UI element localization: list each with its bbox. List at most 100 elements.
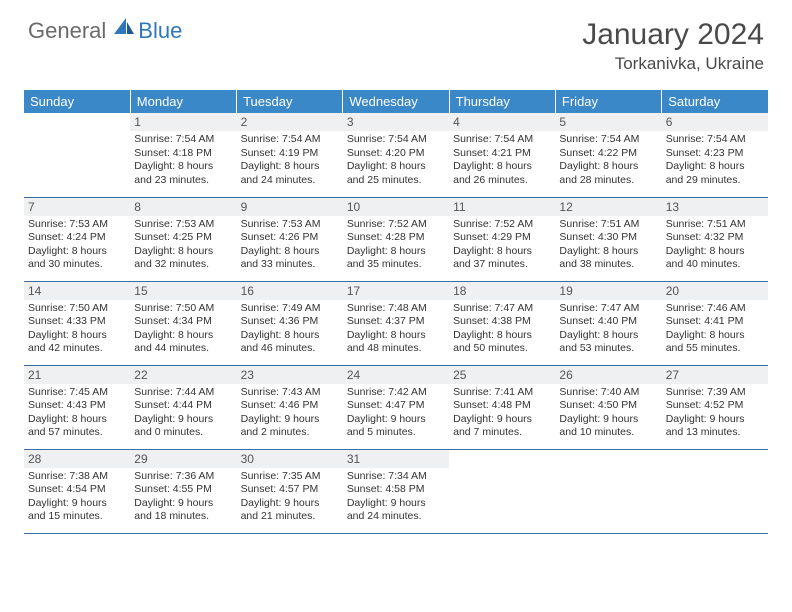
day-line: and 21 minutes. [241,510,339,524]
day-content: Sunrise: 7:52 AMSunset: 4:28 PMDaylight:… [343,216,449,275]
day-line: Daylight: 8 hours [453,245,551,259]
day-line: Daylight: 9 hours [134,497,232,511]
day-line: Daylight: 8 hours [134,329,232,343]
day-line: and 32 minutes. [134,258,232,272]
day-content: Sunrise: 7:49 AMSunset: 4:36 PMDaylight:… [237,300,343,359]
day-line: Daylight: 9 hours [241,413,339,427]
calendar-day-cell: 17Sunrise: 7:48 AMSunset: 4:37 PMDayligh… [343,281,449,365]
day-number: 22 [130,366,236,384]
calendar-day-cell: 21Sunrise: 7:45 AMSunset: 4:43 PMDayligh… [24,365,130,449]
calendar-day-cell [555,449,661,533]
day-line: and 25 minutes. [347,174,445,188]
day-line: Sunrise: 7:54 AM [453,133,551,147]
day-content: Sunrise: 7:34 AMSunset: 4:58 PMDaylight:… [343,468,449,527]
day-content: Sunrise: 7:39 AMSunset: 4:52 PMDaylight:… [662,384,768,443]
day-line: Sunrise: 7:51 AM [666,218,764,232]
day-line: Sunrise: 7:34 AM [347,470,445,484]
day-content: Sunrise: 7:52 AMSunset: 4:29 PMDaylight:… [449,216,555,275]
day-line: Sunrise: 7:53 AM [28,218,126,232]
day-line: Sunrise: 7:49 AM [241,302,339,316]
day-line: Sunset: 4:23 PM [666,147,764,161]
day-line: Sunrise: 7:51 AM [559,218,657,232]
calendar-day-cell [449,449,555,533]
day-line: and 42 minutes. [28,342,126,356]
day-line: Sunset: 4:32 PM [666,231,764,245]
day-number: 7 [24,198,130,216]
day-content: Sunrise: 7:50 AMSunset: 4:33 PMDaylight:… [24,300,130,359]
day-content: Sunrise: 7:42 AMSunset: 4:47 PMDaylight:… [343,384,449,443]
day-line: Daylight: 8 hours [666,160,764,174]
calendar-week-row: 21Sunrise: 7:45 AMSunset: 4:43 PMDayligh… [24,365,768,449]
day-line: Sunrise: 7:42 AM [347,386,445,400]
day-line: and 29 minutes. [666,174,764,188]
calendar-day-cell: 25Sunrise: 7:41 AMSunset: 4:48 PMDayligh… [449,365,555,449]
day-content: Sunrise: 7:44 AMSunset: 4:44 PMDaylight:… [130,384,236,443]
day-line: Sunset: 4:34 PM [134,315,232,329]
day-content: Sunrise: 7:54 AMSunset: 4:19 PMDaylight:… [237,131,343,190]
day-line: Daylight: 8 hours [28,413,126,427]
day-line: Sunrise: 7:46 AM [666,302,764,316]
day-line: Daylight: 9 hours [347,497,445,511]
day-number: 31 [343,450,449,468]
day-line: Sunset: 4:48 PM [453,399,551,413]
day-line: Sunset: 4:50 PM [559,399,657,413]
day-line: and 55 minutes. [666,342,764,356]
day-line: Sunrise: 7:53 AM [241,218,339,232]
day-number: 11 [449,198,555,216]
location: Torkanivka, Ukraine [582,54,764,74]
calendar-day-cell: 11Sunrise: 7:52 AMSunset: 4:29 PMDayligh… [449,197,555,281]
day-content: Sunrise: 7:53 AMSunset: 4:26 PMDaylight:… [237,216,343,275]
day-content: Sunrise: 7:54 AMSunset: 4:21 PMDaylight:… [449,131,555,190]
day-line: Sunrise: 7:40 AM [559,386,657,400]
day-content: Sunrise: 7:53 AMSunset: 4:24 PMDaylight:… [24,216,130,275]
day-line: Daylight: 8 hours [241,245,339,259]
day-content: Sunrise: 7:36 AMSunset: 4:55 PMDaylight:… [130,468,236,527]
day-number: 12 [555,198,661,216]
day-line: Sunset: 4:25 PM [134,231,232,245]
day-line: and 18 minutes. [134,510,232,524]
day-line: Daylight: 8 hours [559,245,657,259]
calendar-day-cell: 23Sunrise: 7:43 AMSunset: 4:46 PMDayligh… [237,365,343,449]
day-line: and 5 minutes. [347,426,445,440]
day-number: 10 [343,198,449,216]
day-line: and 30 minutes. [28,258,126,272]
calendar-day-cell: 26Sunrise: 7:40 AMSunset: 4:50 PMDayligh… [555,365,661,449]
day-line: Sunset: 4:40 PM [559,315,657,329]
day-number: 9 [237,198,343,216]
day-number: 20 [662,282,768,300]
day-number: 15 [130,282,236,300]
day-number: 17 [343,282,449,300]
logo-text-general: General [28,18,106,44]
day-line: Daylight: 9 hours [453,413,551,427]
day-line: and 15 minutes. [28,510,126,524]
day-content: Sunrise: 7:41 AMSunset: 4:48 PMDaylight:… [449,384,555,443]
day-line: Sunrise: 7:54 AM [559,133,657,147]
calendar-week-row: 28Sunrise: 7:38 AMSunset: 4:54 PMDayligh… [24,449,768,533]
day-line: Daylight: 9 hours [347,413,445,427]
day-content: Sunrise: 7:54 AMSunset: 4:23 PMDaylight:… [662,131,768,190]
day-line: Sunrise: 7:35 AM [241,470,339,484]
calendar-day-cell: 24Sunrise: 7:42 AMSunset: 4:47 PMDayligh… [343,365,449,449]
day-line: Sunrise: 7:43 AM [241,386,339,400]
logo: General Blue [28,18,182,44]
day-number: 8 [130,198,236,216]
day-content: Sunrise: 7:46 AMSunset: 4:41 PMDaylight:… [662,300,768,359]
day-number: 3 [343,113,449,131]
day-line: Sunset: 4:36 PM [241,315,339,329]
day-line: Sunrise: 7:50 AM [28,302,126,316]
calendar-body: 1Sunrise: 7:54 AMSunset: 4:18 PMDaylight… [24,113,768,533]
day-line: Sunrise: 7:54 AM [347,133,445,147]
day-number: 13 [662,198,768,216]
day-line: Daylight: 8 hours [347,160,445,174]
day-line: Sunrise: 7:54 AM [134,133,232,147]
day-line: Sunset: 4:22 PM [559,147,657,161]
day-number: 26 [555,366,661,384]
day-line: and 13 minutes. [666,426,764,440]
day-number: 24 [343,366,449,384]
calendar-day-cell: 8Sunrise: 7:53 AMSunset: 4:25 PMDaylight… [130,197,236,281]
day-line: Sunset: 4:58 PM [347,483,445,497]
day-line: Sunset: 4:18 PM [134,147,232,161]
day-line: Sunrise: 7:45 AM [28,386,126,400]
weekday-header: Monday [130,90,236,113]
calendar-day-cell: 19Sunrise: 7:47 AMSunset: 4:40 PMDayligh… [555,281,661,365]
